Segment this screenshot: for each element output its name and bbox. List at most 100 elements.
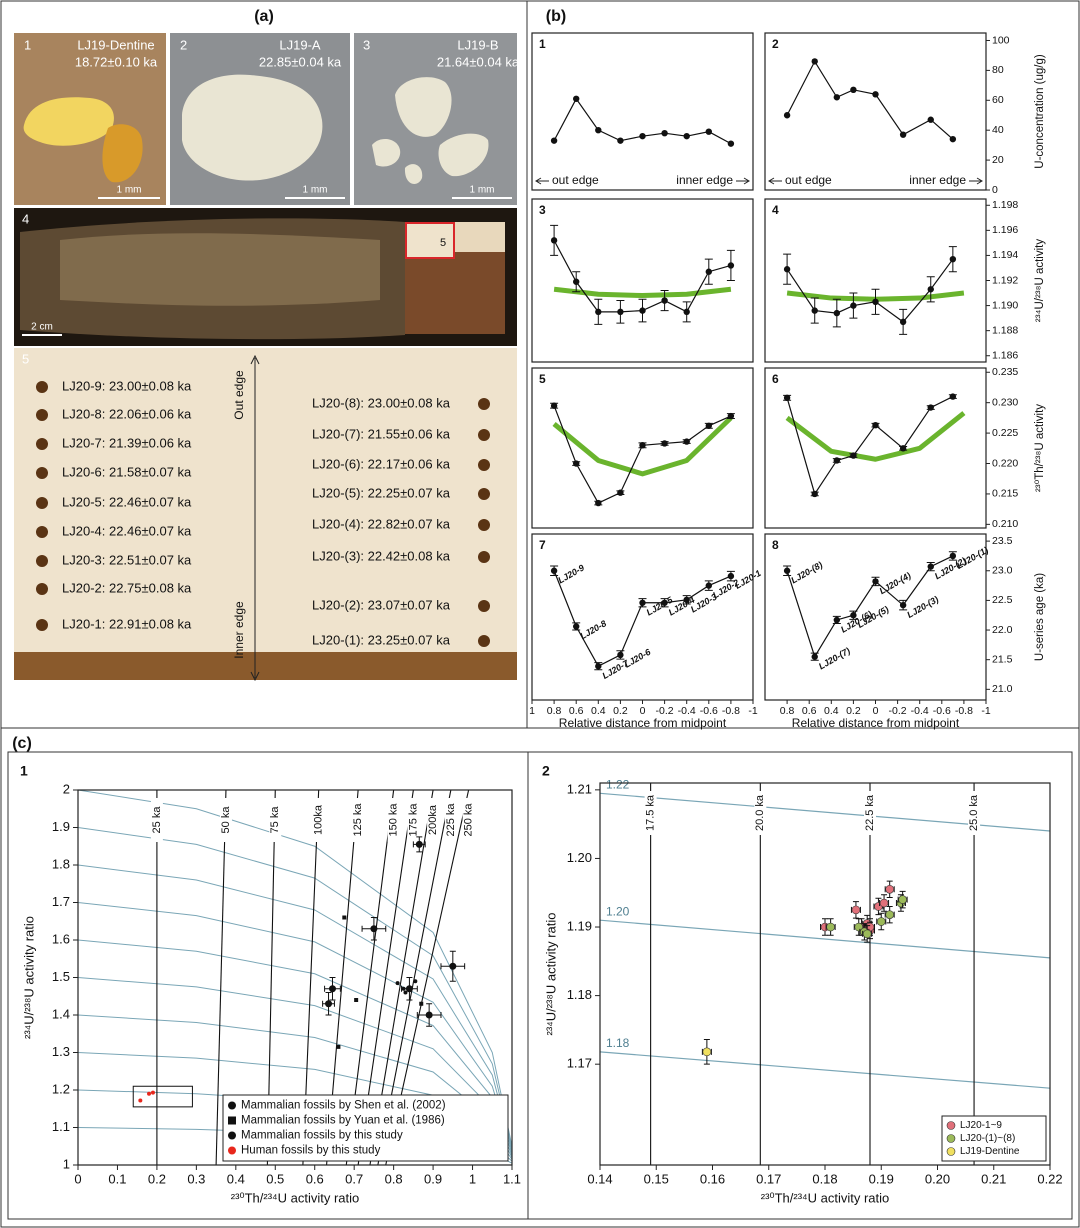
panel-label: (b) — [546, 8, 566, 25]
x-tick-label: -0.2 — [889, 705, 907, 717]
plot-frame — [531, 198, 754, 363]
data-point — [639, 132, 646, 140]
x-tick-label: 0 — [873, 705, 879, 717]
data-point — [573, 623, 580, 630]
specimen — [438, 133, 489, 177]
sample-label: LJ20-(4): 22.82±0.07 ka — [312, 516, 451, 531]
photo-number: 2 — [180, 37, 187, 52]
data-point — [370, 925, 378, 933]
drill-hole — [36, 438, 48, 450]
data-point — [550, 567, 558, 574]
data-point — [898, 895, 907, 904]
y-tick-label: 1.21 — [567, 781, 592, 796]
x-axis-label: Relative distance from midpoint — [792, 716, 960, 730]
plot-frame — [531, 367, 754, 529]
data-point — [862, 929, 872, 939]
specimen — [102, 124, 143, 183]
data-point — [826, 922, 835, 932]
data-point — [639, 442, 646, 449]
isochron-label: 200ka — [427, 804, 439, 835]
arrow-head — [250, 354, 260, 682]
y-tick-label: 1.9 — [52, 819, 70, 834]
data-point — [899, 318, 907, 326]
drill-hole — [36, 619, 48, 631]
isochron-label: 25.0 ka — [968, 794, 980, 831]
edge-arrow — [768, 177, 983, 185]
bone-edge — [14, 652, 517, 680]
data-point — [550, 237, 558, 244]
data-point — [811, 490, 818, 498]
x-tick-label: -0.8 — [722, 705, 740, 717]
initial-ratio-label: 1.18 — [606, 1036, 630, 1050]
data-point — [661, 599, 668, 606]
data-point — [833, 457, 841, 464]
fit-curve — [552, 416, 733, 477]
data-point — [927, 116, 934, 123]
y-tick-label: 1.192 — [992, 274, 1018, 286]
edge-label: out edge — [785, 173, 832, 187]
data-point — [705, 128, 712, 135]
data-point — [683, 132, 690, 140]
data-line — [786, 258, 954, 323]
data-point — [595, 126, 602, 134]
x-tick-label: 0.18 — [812, 1171, 837, 1186]
photo-caption: 18.72±0.10 ka — [75, 54, 158, 69]
data-point — [927, 286, 934, 293]
data-point — [879, 898, 889, 908]
y-tick-label: 1.4 — [52, 1006, 70, 1021]
label-bg — [352, 798, 365, 842]
drill-hole — [478, 635, 490, 647]
fit-curve — [785, 411, 966, 462]
edge-arrow — [535, 177, 750, 185]
scale-label: 2 cm — [31, 322, 53, 333]
drill-hole — [478, 600, 490, 612]
y-tick-label: 2 — [63, 781, 70, 796]
sample-label: LJ20-(3): 22.42±0.08 ka — [312, 548, 451, 563]
x-tick-label: -0.8 — [955, 705, 973, 717]
x-tick-label: 1 — [469, 1171, 476, 1186]
x-tick-label: 0.4 — [227, 1171, 245, 1186]
data-point — [573, 278, 580, 285]
isochron-label: 225 ka — [445, 803, 457, 837]
y-tick-label: 1.198 — [992, 199, 1018, 211]
data-point — [639, 599, 646, 606]
data-point — [328, 985, 336, 993]
x-tick-label: 0.2 — [613, 705, 628, 717]
data-point — [325, 1000, 333, 1008]
y-tick-label: 100 — [992, 34, 1010, 46]
y-tick-label: 0.215 — [992, 488, 1018, 500]
panel-number: 3 — [539, 203, 546, 217]
data-point — [661, 129, 668, 137]
y-tick-label: 1.20 — [567, 850, 592, 865]
label-bg — [219, 798, 232, 842]
x-tick-label: 0.21 — [981, 1171, 1006, 1186]
inset-box — [132, 1085, 193, 1108]
x-axis-label: ²³⁰Th/²³⁴U activity ratio — [761, 1190, 890, 1205]
legend-marker — [228, 1131, 236, 1140]
plot-frame — [764, 32, 987, 191]
panel-number: 2 — [772, 37, 779, 51]
x-tick-label: 0.9 — [424, 1171, 442, 1186]
data-point — [899, 601, 907, 609]
y-axis-label: ²³⁴U/²³⁸U activity ratio — [543, 912, 558, 1035]
initial-ratio-label: 1.20 — [606, 904, 630, 918]
data-point — [783, 266, 791, 273]
y-tick-label: 0.225 — [992, 427, 1018, 439]
y-tick-label: 0.235 — [992, 366, 1018, 378]
sample-label: LJ20-(6): 22.17±0.06 ka — [312, 456, 451, 471]
x-tick-label: -0.4 — [678, 705, 696, 717]
plot-frame — [531, 32, 754, 191]
x-tick-label: 1.1 — [503, 1171, 521, 1186]
x-tick-label: 0.6 — [569, 705, 584, 717]
drill-hole — [478, 398, 490, 410]
photo-number: 3 — [363, 37, 370, 52]
x-tick-label: 0.6 — [802, 705, 817, 717]
data-point — [872, 298, 879, 306]
data-point — [811, 653, 818, 660]
data-point — [138, 1098, 143, 1103]
data-point — [833, 616, 841, 624]
data-point — [595, 308, 602, 316]
data-point — [811, 307, 818, 314]
y-axis-label: U-concentration (ug/g) — [1034, 54, 1046, 169]
y-tick-label: 0 — [992, 184, 998, 196]
